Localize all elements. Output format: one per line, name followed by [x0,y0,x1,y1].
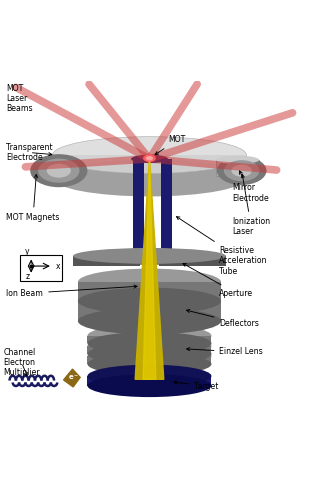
Text: x: x [55,262,60,271]
Bar [161,159,172,256]
Text: MOT Magnets: MOT Magnets [6,174,60,222]
Ellipse shape [73,249,226,265]
Bar [159,256,226,266]
Text: MOT
Laser
Beams: MOT Laser Beams [6,84,33,113]
Ellipse shape [47,164,71,178]
Text: Ionization
Laser: Ionization Laser [232,174,270,236]
Polygon shape [64,369,80,387]
Polygon shape [143,158,156,379]
Ellipse shape [232,165,252,177]
Ellipse shape [78,288,221,314]
Ellipse shape [87,335,211,358]
Ellipse shape [143,155,156,162]
Polygon shape [135,158,164,379]
Bar [87,376,211,385]
Ellipse shape [78,269,221,295]
Bar [87,356,211,364]
Bar [73,256,140,266]
Text: Einzel Lens: Einzel Lens [187,348,263,357]
Text: Ion Beam: Ion Beam [6,285,137,298]
Ellipse shape [217,156,266,185]
Text: MOT: MOT [155,135,186,155]
Ellipse shape [38,158,80,183]
Bar [87,336,211,343]
Ellipse shape [52,159,246,196]
Ellipse shape [216,156,259,164]
Ellipse shape [87,332,211,355]
Ellipse shape [146,156,153,160]
Text: Channel
Electron
Multiplier: Channel Electron Multiplier [3,348,40,377]
Text: Deflectors: Deflectors [187,310,259,328]
Ellipse shape [73,248,226,264]
Ellipse shape [30,154,87,187]
Bar [133,159,144,256]
Text: z: z [25,272,29,281]
Text: Resistive
Acceleration
Tube: Resistive Acceleration Tube [176,216,268,276]
Ellipse shape [52,137,246,174]
Bar [52,155,246,178]
Bar [78,302,221,321]
Ellipse shape [87,353,211,375]
Ellipse shape [87,365,211,387]
Text: Aperture: Aperture [183,264,253,298]
Text: e$^-$: e$^-$ [68,373,80,383]
Ellipse shape [131,252,168,260]
Bar [216,160,259,176]
Ellipse shape [78,308,221,335]
Ellipse shape [78,288,221,315]
Text: Target: Target [174,381,218,391]
Text: Mirror
Electrode: Mirror Electrode [232,171,269,203]
Ellipse shape [87,324,211,347]
Text: Transparent
Electrode: Transparent Electrode [6,143,53,162]
Text: y: y [25,247,30,256]
Bar [87,346,211,354]
Bar [78,282,221,301]
Ellipse shape [87,345,211,368]
Ellipse shape [87,342,211,365]
Ellipse shape [87,374,211,397]
Bar [20,255,62,281]
Ellipse shape [131,155,168,163]
Ellipse shape [224,160,259,181]
